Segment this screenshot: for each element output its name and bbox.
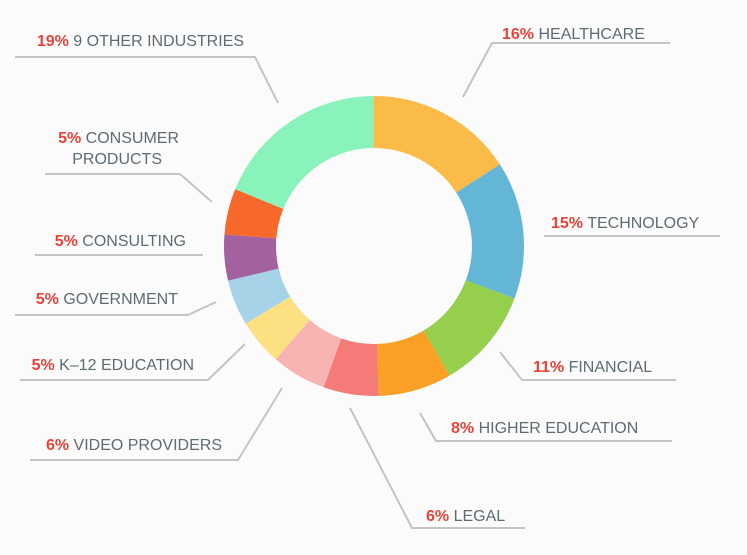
- slice-name: TECHNOLOGY: [583, 215, 700, 232]
- slice-label: 8% HIGHER EDUCATION: [451, 420, 638, 437]
- leader-line: [499, 351, 676, 381]
- slice-label: 5% CONSUMER: [58, 130, 179, 147]
- callout-technology: 15% TECHNOLOGY: [544, 215, 720, 237]
- slice-label: 11% FINANCIAL: [533, 359, 652, 376]
- slice-percent: 11%: [533, 359, 564, 376]
- slice-percent: 6%: [46, 437, 69, 454]
- slice-consulting[interactable]: [224, 234, 279, 281]
- donut-ring: [224, 96, 525, 396]
- callout-healthcare: 16% HEALTHCARE: [462, 26, 670, 98]
- slice-name: VIDEO PROVIDERS: [69, 437, 222, 454]
- slice-name: LEGAL: [449, 508, 505, 525]
- slice-label: 5% GOVERNMENT: [36, 291, 178, 308]
- slice-name: CONSUMER: [81, 130, 179, 147]
- slice-name: HIGHER EDUCATION: [474, 420, 638, 437]
- slice-technology[interactable]: [456, 164, 525, 299]
- callout-financial: 11% FINANCIAL: [499, 351, 676, 381]
- slice-financial[interactable]: [423, 280, 515, 376]
- leader-line: [20, 343, 246, 381]
- slice-9-other-industries[interactable]: [235, 96, 374, 209]
- slice-label: 15% TECHNOLOGY: [551, 215, 700, 232]
- slice-government[interactable]: [228, 268, 291, 324]
- slice-higher-education[interactable]: [377, 330, 450, 396]
- slice-name: GOVERNMENT: [59, 291, 178, 308]
- slice-label: 6% VIDEO PROVIDERS: [46, 437, 222, 454]
- slice-label: 19% 9 OTHER INDUSTRIES: [37, 33, 244, 50]
- slice-percent: 5%: [32, 357, 55, 374]
- leader-line: [349, 407, 525, 529]
- slice-percent: 5%: [55, 233, 78, 250]
- callout-legal: 6% LEGAL: [349, 407, 525, 529]
- leader-line: [462, 42, 670, 98]
- slice-label: 5% K–12 EDUCATION: [32, 357, 194, 374]
- slice-name: K–12 EDUCATION: [55, 357, 194, 374]
- slice-percent: 5%: [36, 291, 59, 308]
- callout-9-other-industries: 19% 9 OTHER INDUSTRIES: [15, 33, 279, 104]
- slice-percent: 19%: [37, 33, 69, 50]
- callout-consulting: 5% CONSULTING: [35, 233, 203, 256]
- slice-percent: 6%: [426, 508, 449, 525]
- slice-percent: 16%: [502, 26, 534, 43]
- slice-legal[interactable]: [323, 338, 379, 396]
- leader-line: [30, 387, 283, 461]
- slice-percent: 15%: [551, 215, 583, 232]
- slice-label: 5% CONSULTING: [55, 233, 186, 250]
- callout-higher-education: 8% HIGHER EDUCATION: [419, 412, 672, 442]
- slice-label: 16% HEALTHCARE: [502, 26, 645, 43]
- slice-label: 6% LEGAL: [426, 508, 505, 525]
- leader-line: [15, 56, 279, 104]
- slice-name: CONSULTING: [78, 233, 186, 250]
- slice-name: 9 OTHER INDUSTRIES: [69, 33, 244, 50]
- slice-healthcare[interactable]: [374, 96, 500, 193]
- slice-percent: 8%: [451, 420, 474, 437]
- callout-video-providers: 6% VIDEO PROVIDERS: [30, 387, 283, 461]
- slice-name: FINANCIAL: [564, 359, 652, 376]
- slice-k-12-education[interactable]: [245, 296, 310, 360]
- callout-government: 5% GOVERNMENT: [15, 291, 217, 316]
- callout-consumer-products: 5% CONSUMER PRODUCTS: [45, 130, 213, 203]
- leader-line: [15, 301, 217, 316]
- slice-video-providers[interactable]: [275, 319, 342, 388]
- slice-percent: 5%: [58, 130, 81, 147]
- callout-k-12-education: 5% K–12 EDUCATION: [20, 343, 246, 381]
- slice-name: HEALTHCARE: [534, 26, 645, 43]
- slice-consumer-products[interactable]: [224, 189, 284, 239]
- leader-line: [419, 412, 672, 442]
- slice-name-line2: PRODUCTS: [72, 151, 162, 168]
- leader-line: [45, 173, 213, 203]
